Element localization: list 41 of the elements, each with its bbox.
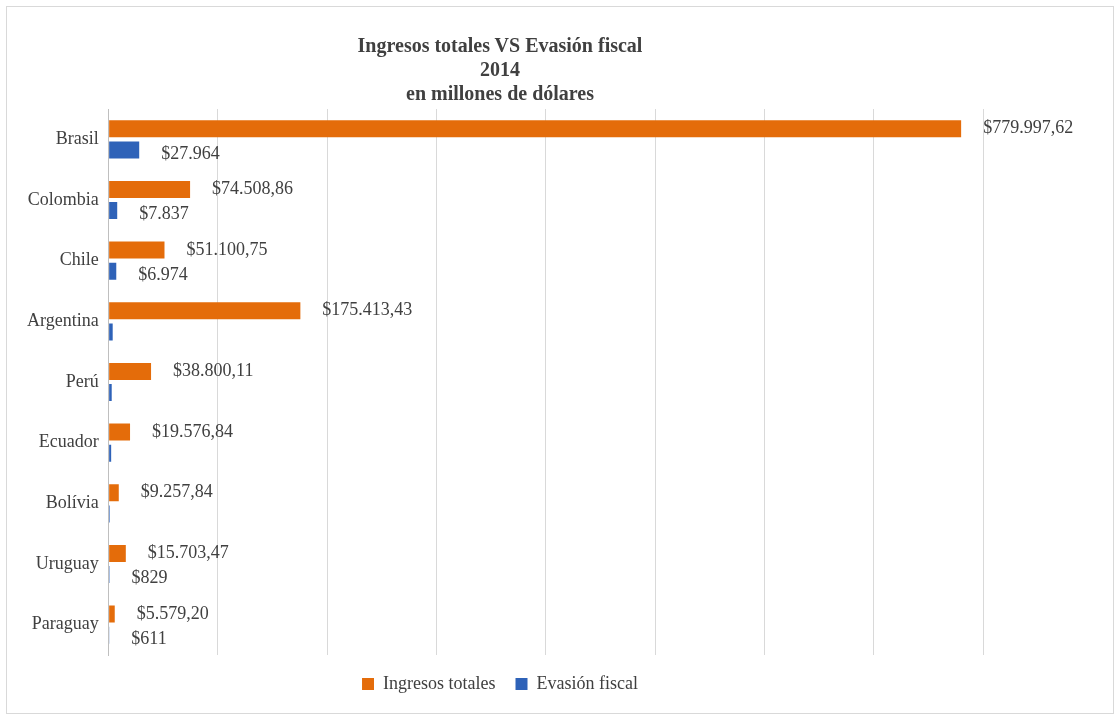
y-tick-label: Brasil [55,128,99,149]
bar [109,444,112,462]
bar [109,302,301,320]
bar [109,362,152,380]
y-tick-label: Colombia [27,188,99,209]
y-tick-label: Paraguay [31,613,99,634]
data-label: $27.964 [161,142,220,163]
data-label: $15.703,47 [147,542,229,563]
data-label: $611 [131,628,167,649]
data-label: $9.257,84 [140,481,213,502]
bar [109,544,126,562]
data-label: $19.576,84 [152,420,234,441]
bar [109,241,165,259]
data-label: $74.508,86 [212,178,294,199]
bar [109,423,131,441]
y-tick-label: Uruguay [35,552,99,573]
data-label: $38.800,11 [173,360,254,381]
legend-label: Ingresos totales [383,672,496,693]
data-label: $51.100,75 [186,238,268,259]
bar [109,484,119,502]
bar [109,605,115,623]
y-tick-label: Bolívia [45,492,99,513]
y-tick-label: Perú [65,370,99,391]
data-label: $829 [131,567,168,588]
y-tick-label: Ecuador [38,431,99,452]
data-label: $6.974 [138,264,188,285]
chart-title: Ingresos totales VS Evasión fiscal 2014 en millones de dólares [357,34,643,105]
data-label: $779.997,62 [983,117,1074,138]
data-label: $5.579,20 [136,602,209,623]
y-tick-label: Chile [59,249,99,270]
bar [109,323,113,341]
bar [109,120,962,138]
bar [109,262,117,280]
bar [109,141,140,159]
data-label: $175.413,43 [322,299,413,320]
bar [109,384,112,402]
legend-label: Evasión fiscal [536,672,638,693]
data-label: $7.837 [139,203,189,224]
bar [109,202,118,220]
bar [109,180,191,198]
y-tick-label: Argentina [26,310,99,331]
